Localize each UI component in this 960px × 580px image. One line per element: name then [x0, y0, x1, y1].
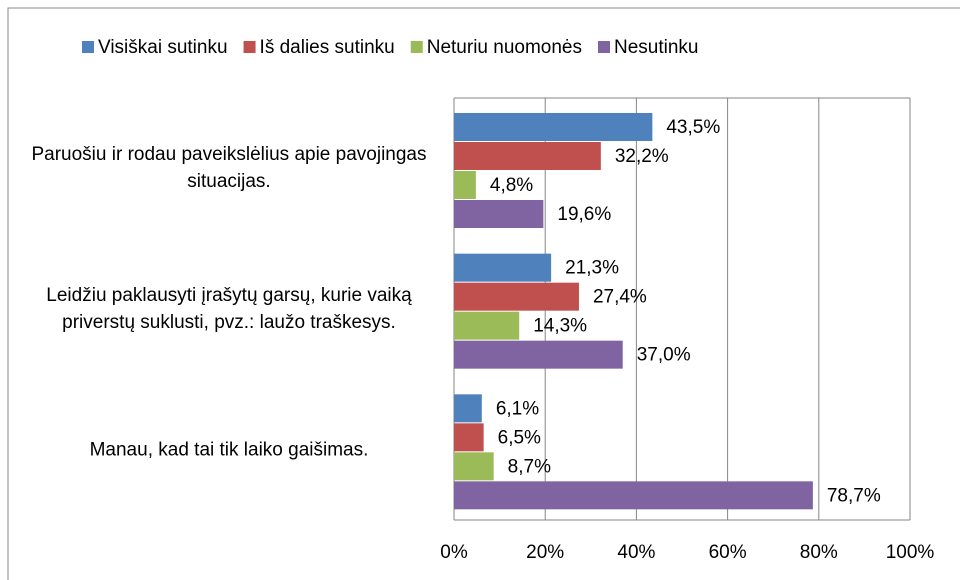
legend-swatch	[598, 41, 610, 53]
bar	[454, 423, 484, 452]
chart-border	[7, 7, 960, 580]
legend-swatch	[243, 41, 256, 53]
category-label: Paruošiu ir rodau paveikslėlius apie pav…	[31, 144, 427, 193]
value-label: 6,1%	[496, 398, 539, 419]
value-label: 37,0%	[637, 345, 691, 366]
x-tick-label: 60%	[709, 542, 747, 563]
bar	[454, 142, 601, 170]
value-label: 32,2%	[615, 146, 669, 167]
bar	[454, 394, 482, 423]
value-label: 14,3%	[533, 316, 587, 337]
x-tick-label: 20%	[526, 542, 564, 563]
legend-swatch	[82, 41, 94, 53]
category-label: Leidžiu paklausyti įrašytų garsų, kurie …	[46, 285, 412, 333]
legend-label: Visiškai sutinku	[98, 37, 228, 58]
legend-label: Nesutinku	[614, 37, 699, 58]
legend-label: Iš dalies sutinku	[260, 37, 395, 58]
value-label: 4,8%	[490, 175, 533, 196]
bar	[454, 481, 813, 510]
bar	[454, 200, 544, 228]
bar	[454, 311, 520, 340]
value-label: 27,4%	[593, 287, 647, 308]
bar	[454, 452, 494, 481]
bar	[454, 113, 653, 141]
x-tick-label: 100%	[886, 542, 935, 563]
value-label: 19,6%	[557, 204, 611, 225]
bar	[454, 282, 579, 311]
bar	[454, 340, 623, 369]
bar	[454, 171, 476, 199]
legend-label: Neturiu nuomonės	[427, 37, 582, 58]
value-label: 21,3%	[565, 258, 619, 279]
value-label: 43,5%	[666, 117, 720, 138]
bar	[454, 253, 552, 282]
value-label: 78,7%	[827, 485, 881, 506]
category-label: Manau, kad tai tik laiko gaišimas.	[89, 439, 369, 461]
value-label: 6,5%	[498, 427, 541, 448]
x-tick-label: 80%	[800, 542, 838, 563]
legend-swatch	[410, 41, 423, 53]
x-tick-label: 0%	[440, 542, 468, 563]
x-tick-label: 40%	[617, 542, 655, 563]
value-label: 8,7%	[508, 456, 551, 477]
